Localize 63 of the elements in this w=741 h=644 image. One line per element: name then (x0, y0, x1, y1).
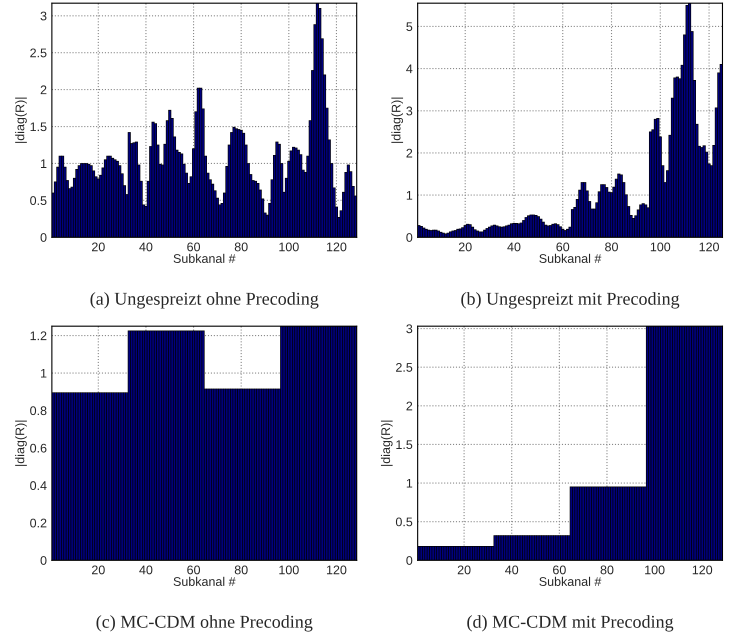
x-tick-label: 60 (187, 565, 200, 574)
y-axis-title: |diag(R)| (15, 420, 27, 466)
x-tick-label: 60 (556, 242, 570, 252)
y-tick-label: 3 (406, 324, 412, 334)
y-tick-label: 2 (406, 402, 412, 410)
x-tick-label: 120 (326, 242, 346, 252)
y-tick-label: 1.5 (396, 440, 412, 450)
y-tick-label: 0.2 (30, 518, 46, 528)
y-tick-label: 3 (40, 12, 46, 20)
text: (c) MC-CDM ohne Precoding (96, 615, 312, 632)
x-tick-label: 20 (458, 242, 472, 252)
y-tick-label: 1 (406, 478, 412, 488)
text: (b) Ungespreizt mit Precoding (461, 292, 680, 309)
y-tick-label: 0.8 (30, 406, 46, 416)
x-tick-label: 20 (458, 565, 471, 574)
x-tick-label: 120 (700, 242, 720, 252)
x-tick-label: 20 (92, 242, 105, 252)
x-tick-label: 100 (650, 242, 670, 252)
y-tick-label: 0 (406, 556, 412, 565)
y-tick-label: 1 (41, 368, 46, 378)
y-tick-label: 0 (40, 556, 47, 565)
x-tick-label: 80 (234, 565, 248, 574)
x-axis-title: Subkanal # (539, 254, 602, 263)
x-tick-label: 60 (187, 242, 200, 252)
y-tick-label: 1.5 (30, 122, 46, 132)
x-axis-title: Subkanal # (174, 254, 236, 263)
x-tick-label: 100 (279, 242, 299, 252)
x-tick-label: 100 (645, 565, 665, 574)
y-tick-label: 0.5 (30, 196, 46, 206)
x-tick-label: 20 (92, 565, 105, 574)
x-tick-label: 60 (553, 565, 566, 574)
y-tick-label: 2.5 (30, 48, 46, 58)
y-tick-label: 0.5 (396, 517, 412, 526)
x-tick-label: 100 (279, 565, 299, 574)
y-tick-label: 1 (41, 159, 46, 168)
y-tick-label: 2.5 (396, 362, 412, 372)
y-tick-label: 2 (40, 85, 46, 94)
y-tick-label: 0 (40, 233, 47, 242)
x-tick-label: 40 (507, 242, 520, 252)
y-axis-title: |diag(R)| (15, 98, 27, 143)
y-tick-label: 1.2 (30, 331, 46, 340)
y-axis-title: |diag(R)| (391, 98, 404, 143)
x-axis-title: Subkanal # (539, 576, 602, 586)
y-tick-label: 0.6 (30, 444, 46, 453)
y-tick-label: 0.4 (30, 481, 47, 490)
y-tick-label: 3 (406, 106, 412, 116)
x-tick-label: 40 (505, 565, 518, 574)
x-tick-label: 80 (234, 242, 248, 252)
x-axis-title: Subkanal # (174, 576, 236, 586)
x-tick-label: 80 (600, 565, 614, 574)
x-tick-label: 40 (139, 242, 152, 252)
x-tick-label: 120 (692, 565, 712, 574)
x-tick-label: 120 (326, 565, 346, 574)
x-tick-label: 80 (605, 242, 618, 252)
y-axis-title: |diag(R)| (380, 420, 393, 466)
text: (a) Ungespreizt ohne Precoding (90, 292, 318, 309)
y-tick-label: 2 (406, 148, 412, 158)
text: (d) MC-CDM mit Precoding (467, 615, 674, 632)
y-tick-label: 4 (406, 64, 412, 74)
y-tick-label: 0 (406, 233, 412, 242)
x-tick-label: 40 (139, 565, 152, 574)
y-tick-label: 1 (406, 191, 412, 200)
y-tick-label: 5 (406, 22, 412, 32)
